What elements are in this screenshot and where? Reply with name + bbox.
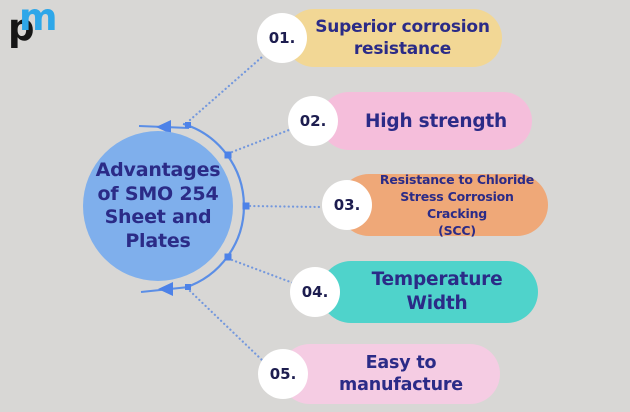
- step-number-badge-4: 04.: [290, 267, 340, 317]
- central-topic-circle: Advantages of SMO 254 Sheet and Plates: [83, 131, 233, 281]
- advantage-pill-3: 03. Resistance to Chloride Stress Corros…: [322, 172, 548, 238]
- arrow-left-top-icon: [156, 120, 171, 134]
- dotted-line-item-4: [230, 258, 295, 285]
- arc-node-5: [185, 284, 191, 290]
- central-topic-title: Advantages of SMO 254 Sheet and Plates: [95, 159, 221, 252]
- advantage-label-3: Resistance to Chloride Stress Corrosion …: [379, 172, 535, 238]
- step-number-badge-5: 05.: [258, 349, 308, 399]
- advantage-pill-1: 01. Superior corrosion resistance: [257, 9, 502, 67]
- advantage-label-5: Easy to manufacture: [339, 353, 463, 395]
- step-number-2: 02.: [299, 112, 327, 130]
- advantage-label-1: Superior corrosion resistance: [315, 17, 490, 59]
- arc-node-4: [224, 253, 232, 261]
- arc-node-2: [224, 151, 232, 159]
- arc-node-3: [242, 202, 250, 210]
- advantage-pill-5: 05. Easy to manufacture: [258, 344, 500, 404]
- dotted-line-item-3: [248, 204, 322, 209]
- step-number-badge-2: 02.: [288, 96, 338, 146]
- step-number-1: 01.: [268, 29, 296, 47]
- dotted-line-item-2: [230, 128, 291, 154]
- step-number-badge-3: 03.: [322, 180, 372, 230]
- logo-letter-p: p: [8, 6, 35, 49]
- arrow-left-bottom-icon: [158, 282, 173, 296]
- step-number-3: 03.: [333, 196, 361, 214]
- advantage-pill-2: 02. High strength: [288, 92, 532, 150]
- advantage-pill-4: 04. Temperature Width: [290, 261, 538, 323]
- advantage-label-4: Temperature Width: [371, 269, 503, 314]
- step-number-badge-1: 01.: [257, 13, 307, 63]
- step-number-4: 04.: [301, 283, 329, 301]
- dotted-line-item-5: [188, 289, 265, 363]
- step-number-5: 05.: [269, 365, 297, 383]
- arc-node-1: [185, 122, 191, 128]
- dotted-line-item-1: [188, 55, 264, 122]
- logo-letter-m: m: [19, 0, 58, 39]
- brand-logo: m p: [6, 0, 66, 62]
- advantage-label-2: High strength: [364, 110, 508, 132]
